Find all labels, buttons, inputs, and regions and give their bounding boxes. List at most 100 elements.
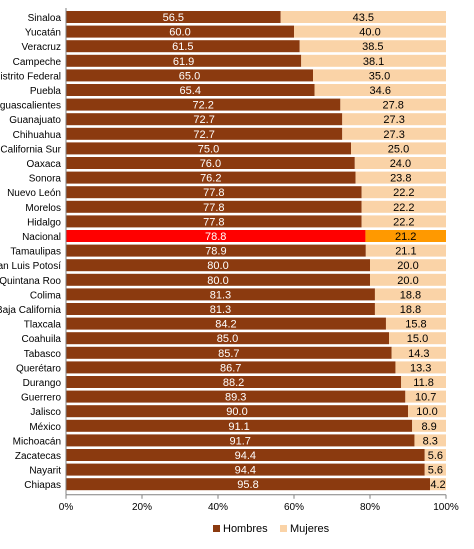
data-label-hombres: 78.8 xyxy=(205,231,226,243)
category-label: Puebla xyxy=(30,86,62,97)
bar-mujeres xyxy=(342,113,446,126)
category-label: Baja California Sur xyxy=(0,144,62,155)
bar-mujeres xyxy=(401,376,446,388)
data-label-mujeres: 14.3 xyxy=(408,348,429,360)
bar-hombres xyxy=(66,186,362,199)
data-label-hombres: 85.7 xyxy=(218,348,239,360)
bar-mujeres xyxy=(405,390,446,403)
data-label-hombres: 72.7 xyxy=(193,114,214,126)
data-label-hombres: 81.3 xyxy=(210,289,231,301)
data-label-hombres: 72.7 xyxy=(193,129,214,141)
data-label-hombres: 65.4 xyxy=(180,85,201,97)
bar-hombres xyxy=(66,434,415,447)
bar-mujeres xyxy=(342,127,446,140)
data-label-mujeres: 8.9 xyxy=(421,421,436,433)
bar-hombres xyxy=(66,157,355,169)
bar-mujeres xyxy=(365,230,446,242)
category-label: Hidalgo xyxy=(27,217,61,228)
data-label-mujeres: 27.3 xyxy=(383,114,404,126)
data-label-hombres: 77.8 xyxy=(203,216,224,228)
legend-label-hombres: Hombres xyxy=(223,523,268,535)
data-label-mujeres: 22.2 xyxy=(393,216,414,228)
bar-mujeres xyxy=(424,463,446,476)
bar-hombres xyxy=(66,84,315,96)
value-labels: 56.5 43.5 60.0 40.0 61.5 38.5 61.9 38.1 65.0 35.0… xyxy=(163,12,446,491)
category-label: Chiapas xyxy=(24,480,61,491)
data-label-hombres: 61.9 xyxy=(173,56,194,68)
legend-swatch-hombres xyxy=(213,525,220,532)
data-label-mujeres: 34.6 xyxy=(370,85,391,97)
x-tick-label: 0% xyxy=(59,502,74,513)
bar-mujeres xyxy=(365,244,446,257)
data-label-mujeres: 40.0 xyxy=(359,27,380,39)
bar-mujeres xyxy=(314,84,446,96)
data-label-hombres: 89.3 xyxy=(225,392,246,404)
category-label: Zacatecas xyxy=(15,451,61,462)
category-label: Nayarit xyxy=(29,466,61,477)
data-label-hombres: 88.2 xyxy=(223,377,244,389)
x-tick-label: 80% xyxy=(360,502,380,513)
bar-hombres xyxy=(66,463,425,476)
legend-label-mujeres: Mujeres xyxy=(290,523,330,535)
bar-hombres xyxy=(66,142,351,155)
bar-hombres xyxy=(66,449,425,461)
data-label-hombres: 65.0 xyxy=(179,70,200,82)
category-label: Campeche xyxy=(13,57,62,68)
x-tick-label: 40% xyxy=(208,502,228,513)
bar-hombres xyxy=(66,332,389,345)
bar-hombres xyxy=(66,40,300,53)
category-label: San Luis Potosí xyxy=(0,261,61,272)
bar-mujeres xyxy=(408,405,446,418)
data-label-mujeres: 27.3 xyxy=(383,129,404,141)
data-label-mujeres: 38.1 xyxy=(363,56,384,68)
data-label-hombres: 61.5 xyxy=(172,41,193,53)
data-label-mujeres: 15.8 xyxy=(405,319,426,331)
bar-hombres xyxy=(66,54,302,67)
data-label-mujeres: 21.2 xyxy=(395,231,416,243)
data-label-mujeres: 24.0 xyxy=(390,158,411,170)
bar-hombres xyxy=(66,200,362,213)
data-label-hombres: 85.0 xyxy=(217,333,238,345)
bar-mujeres xyxy=(374,303,446,315)
data-label-mujeres: 35.0 xyxy=(369,70,390,82)
category-label: Baja California xyxy=(0,305,61,316)
data-label-hombres: 56.5 xyxy=(163,12,184,24)
data-label-hombres: 84.2 xyxy=(215,319,236,331)
bar-mujeres xyxy=(424,449,446,461)
data-label-hombres: 91.1 xyxy=(228,421,249,433)
data-label-mujeres: 11.8 xyxy=(413,377,434,389)
category-label: Querétaro xyxy=(16,363,61,374)
bar-hombres xyxy=(66,317,386,330)
category-label: Sinaloa xyxy=(28,13,62,24)
data-label-hombres: 94.4 xyxy=(235,450,256,462)
data-label-mujeres: 20.0 xyxy=(397,275,418,287)
category-label: Tabasco xyxy=(24,349,62,360)
data-label-mujeres: 4.2 xyxy=(430,479,445,491)
category-label: Veracruz xyxy=(22,42,61,53)
bar-mujeres xyxy=(340,98,446,111)
bar-hombres xyxy=(66,390,406,403)
data-label-mujeres: 20.0 xyxy=(397,260,418,272)
x-tick-label: 100% xyxy=(433,502,459,513)
data-label-hombres: 90.0 xyxy=(226,406,247,418)
data-label-mujeres: 5.6 xyxy=(428,465,443,477)
category-label: Quintana Roo xyxy=(0,276,61,287)
category-label: Durango xyxy=(23,378,62,389)
bar-hombres xyxy=(66,244,366,257)
bar-mujeres xyxy=(412,419,446,432)
category-label: México xyxy=(29,422,61,433)
data-label-hombres: 75.0 xyxy=(198,143,219,155)
bar-hombres xyxy=(66,376,402,388)
category-label: Distrito Federal xyxy=(0,71,61,82)
bar-mujeres xyxy=(294,25,446,38)
category-label: Aguascalientes xyxy=(0,101,61,112)
bar-hombres xyxy=(66,69,313,82)
data-label-mujeres: 38.5 xyxy=(362,41,383,53)
data-label-hombres: 77.8 xyxy=(203,187,224,199)
bar-mujeres xyxy=(280,11,446,23)
category-label: Chihuahua xyxy=(13,130,62,141)
category-label: Oaxaca xyxy=(27,159,62,170)
bar-hombres xyxy=(66,259,370,272)
bar-mujeres xyxy=(391,346,446,359)
